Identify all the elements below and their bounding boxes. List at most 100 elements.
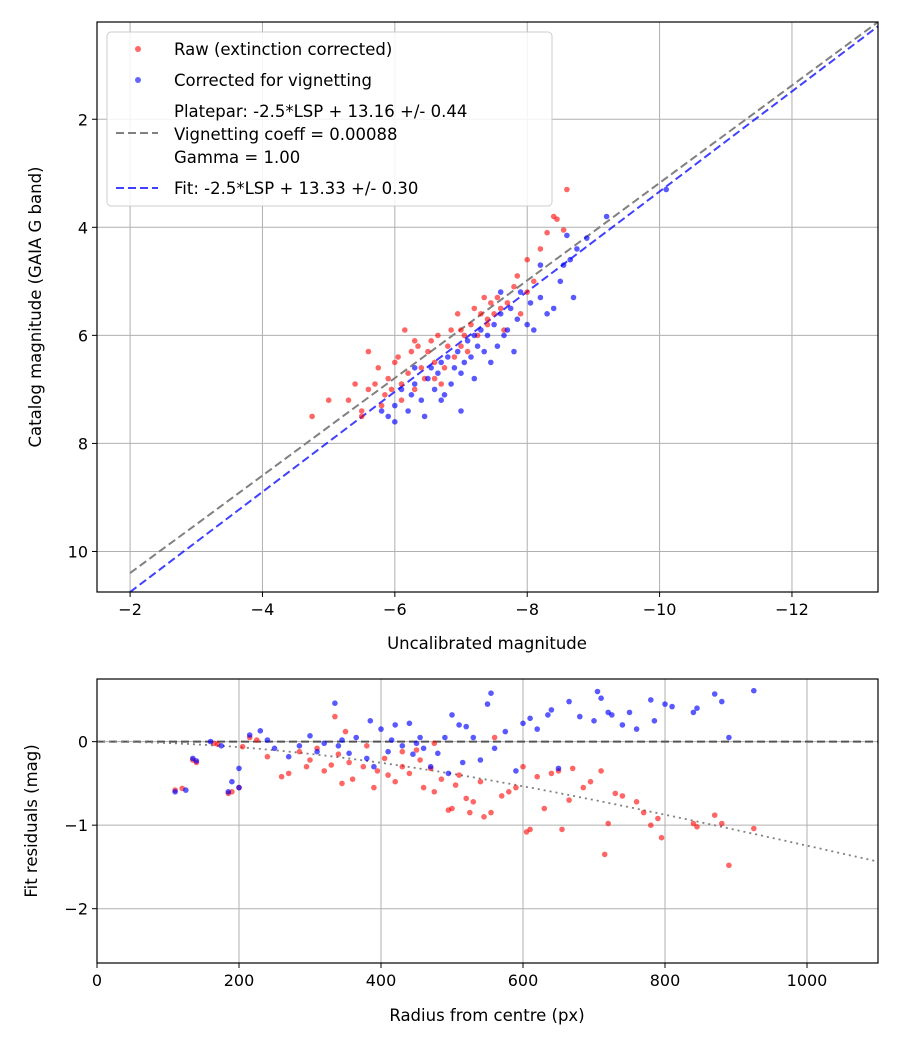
point-raw — [411, 386, 418, 393]
legend-box — [106, 31, 553, 207]
point-raw — [364, 743, 370, 749]
point-corrected — [502, 728, 509, 735]
point-raw — [497, 305, 504, 312]
legend-platepar-label-line3: Gamma = 1.00 — [174, 148, 300, 167]
point-corrected — [557, 278, 564, 285]
point-raw — [358, 413, 365, 420]
point-corrected — [662, 701, 668, 707]
point-corrected — [471, 332, 478, 339]
point-raw — [388, 386, 395, 393]
point-raw — [385, 772, 391, 778]
point-corrected — [314, 748, 320, 755]
point-raw — [418, 365, 425, 371]
point-raw — [467, 809, 473, 816]
point-raw — [658, 834, 665, 841]
point-raw — [332, 713, 338, 720]
point-raw — [478, 311, 484, 317]
y-tick-label: 10 — [68, 542, 88, 561]
point-raw — [477, 778, 484, 785]
point-corrected — [497, 311, 504, 317]
point-raw — [405, 370, 411, 377]
point-corrected — [468, 354, 474, 360]
point-corrected — [418, 397, 425, 404]
point-corrected — [229, 778, 235, 785]
point-corrected — [183, 787, 189, 793]
point-corrected — [598, 695, 604, 701]
point-raw — [339, 780, 345, 787]
point-corrected — [421, 413, 428, 420]
bottom-y-axis-label: Fit residuals (mag) — [22, 744, 41, 897]
point-corrected — [719, 698, 725, 705]
x-tick-label: 1000 — [787, 971, 828, 990]
point-corrected — [246, 732, 253, 738]
point-corrected — [392, 722, 399, 728]
point-corrected — [425, 375, 431, 382]
point-raw — [726, 862, 732, 869]
point-raw — [375, 365, 382, 371]
point-raw — [371, 784, 377, 791]
point-raw — [438, 776, 445, 782]
point-corrected — [481, 348, 488, 355]
point-raw — [598, 768, 604, 774]
point-raw — [395, 354, 401, 360]
point-raw — [481, 294, 488, 301]
bottom-axis-ticks: 0 200 400 600 800 1000 0 −1 −2 — [64, 733, 827, 990]
point-raw — [309, 413, 315, 420]
point-corrected — [478, 327, 484, 333]
point-corrected — [477, 757, 484, 763]
point-raw — [751, 825, 757, 832]
point-corrected — [411, 365, 418, 371]
point-corrected — [534, 726, 540, 732]
point-raw — [264, 753, 271, 760]
point-corrected — [474, 343, 481, 350]
point-raw — [381, 755, 388, 762]
point-corrected — [218, 743, 225, 749]
point-raw — [378, 402, 385, 409]
point-corrected — [441, 392, 448, 398]
point-corrected — [193, 758, 200, 764]
point-raw — [491, 311, 497, 317]
point-corrected — [385, 748, 391, 755]
point-raw — [559, 826, 565, 833]
point-raw — [484, 316, 491, 323]
point-corrected — [408, 392, 415, 398]
point-raw — [358, 408, 365, 414]
point-raw — [548, 770, 555, 777]
point-corrected — [488, 690, 494, 696]
point-corrected — [470, 734, 477, 741]
line-platepar — [129, 22, 878, 574]
point-corrected — [399, 743, 406, 749]
point-corrected — [751, 687, 757, 694]
point-corrected — [566, 698, 572, 705]
point-corrected — [544, 311, 550, 317]
point-corrected — [548, 707, 555, 713]
point-raw — [431, 740, 438, 747]
point-corrected — [392, 402, 398, 409]
point-raw — [346, 759, 352, 766]
point-raw — [587, 778, 594, 785]
y-tick-label: 0 — [78, 733, 88, 752]
point-raw — [470, 799, 477, 805]
point-corrected — [648, 697, 654, 703]
x-tick-label: 0 — [92, 971, 102, 990]
point-raw — [420, 784, 427, 791]
point-raw — [564, 186, 570, 193]
point-raw — [655, 815, 661, 822]
point-raw — [517, 311, 524, 317]
point-raw — [454, 311, 461, 317]
point-corrected — [385, 413, 392, 420]
point-corrected — [511, 348, 517, 355]
point-corrected — [584, 235, 590, 241]
x-tick-label: −6 — [383, 600, 407, 619]
point-corrected — [307, 733, 313, 739]
bottom-scatter-points — [172, 687, 757, 869]
top-scatter-points — [309, 186, 669, 425]
point-raw — [544, 229, 550, 236]
y-tick-label: 6 — [78, 326, 88, 345]
point-corrected — [398, 386, 405, 393]
point-raw — [488, 809, 494, 816]
point-corrected — [458, 408, 464, 414]
point-corrected — [257, 728, 264, 734]
top-axis-ticks: −2 −4 −6 −8 −10 −12 2 4 6 8 10 — [68, 110, 809, 619]
point-corrected — [428, 365, 435, 371]
